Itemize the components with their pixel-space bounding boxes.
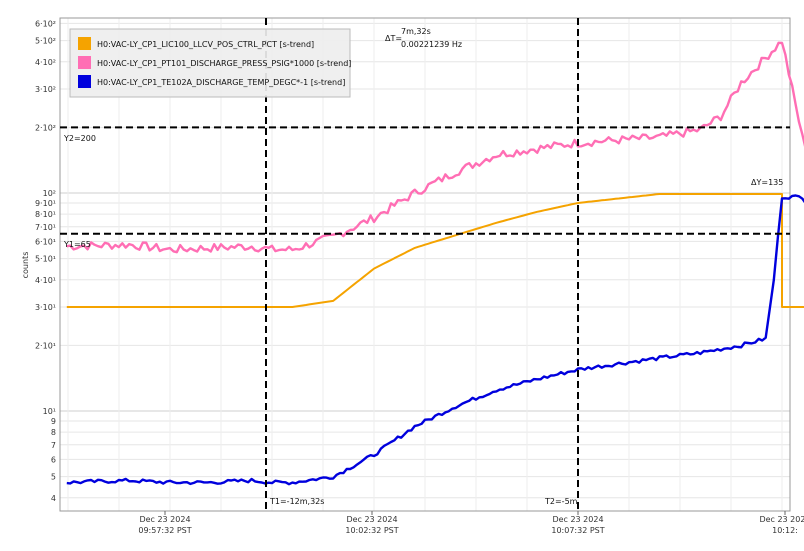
t2-cursor-label: T2=-5m (544, 497, 578, 506)
y-tick-label: 7·10¹ (35, 223, 56, 232)
legend-swatch-blue (78, 75, 91, 88)
x-tick-date: Dec 23 2024 (346, 515, 397, 524)
x-tick-time: 10:07:32 PST (551, 526, 604, 535)
y-tick-label: 7 (51, 441, 56, 450)
y-tick-label: 8 (51, 428, 56, 437)
legend-label-te102a: H0:VAC-LY_CP1_TE102A_DISCHARGE_TEMP_DEGC… (97, 78, 345, 87)
grid-lines (60, 18, 790, 511)
series-line-lic100-orange (66, 193, 804, 308)
x-tick-time: 09:57:32 PST (138, 526, 191, 535)
legend-label-lic100: H0:VAC-LY_CP1_LIC100_LLCV_POS_CTRL_PCT [… (97, 40, 314, 49)
delta-t-prefix: ΔT= (385, 34, 402, 43)
y-tick-label: 5 (51, 473, 56, 482)
x-tick-date: Dec 23 2024 (139, 515, 190, 524)
series-layer (66, 41, 804, 486)
plot-frame (59, 17, 791, 512)
y2-cursor-label: Y2=200 (63, 134, 96, 143)
legend-box (69, 28, 351, 98)
x-tick-date: Dec 23 2024 (759, 515, 804, 524)
y-tick-label: 4·10² (35, 58, 56, 67)
series-line-te102a-blue (66, 194, 804, 486)
y-tick-label: 2·10¹ (35, 341, 56, 350)
y-tick-label: 3·10² (35, 85, 56, 94)
legend-label-pt101: H0:VAC-LY_CP1_PT101_DISCHARGE_PRESS_PSIG… (97, 59, 351, 68)
y-tick-label: 6 (51, 455, 56, 464)
x-axis-ticks: Dec 23 2024 09:57:32 PST Dec 23 2024 10:02:… (138, 511, 804, 535)
y-tick-label: 3·10¹ (35, 303, 56, 312)
legend-swatch-orange (78, 37, 91, 50)
delta-t-frequency: 0.00221239 Hz (401, 40, 462, 49)
y-tick-label: 9·10¹ (35, 199, 56, 208)
y-tick-label: 5·10¹ (35, 255, 56, 264)
y-axis-label: counts (21, 252, 30, 279)
y-tick-label: 4·10¹ (35, 276, 56, 285)
t1-cursor-label: T1=-12m,32s (269, 497, 324, 506)
x-tick-date: Dec 23 2024 (552, 515, 603, 524)
legend-swatch-pink (78, 56, 91, 69)
legend: H0:VAC-LY_CP1_LIC100_LLCV_POS_CTRL_PCT [… (69, 28, 351, 98)
x-tick-time: 10:12: (772, 526, 798, 535)
y-tick-label: 6·10¹ (35, 237, 56, 246)
y-tick-label: 6·10² (35, 19, 56, 28)
y-tick-label: 8·10¹ (35, 210, 56, 219)
series-line-pt101-pink (66, 41, 804, 254)
cursor-layer[interactable] (60, 18, 790, 511)
y1-cursor-label: Y1=65 (63, 240, 91, 249)
y-tick-label: 10¹ (43, 407, 56, 416)
y-tick-label: 9 (51, 417, 56, 426)
delta-t-value: 7m,32s (401, 27, 431, 36)
y-tick-label: 2·10² (35, 123, 56, 132)
y-tick-label: 5·10² (35, 37, 56, 46)
x-tick-time: 10:02:32 PST (345, 526, 398, 535)
delta-y-label: ΔY=135 (751, 178, 783, 187)
y-tick-label: 10² (43, 189, 56, 198)
y-tick-label: 4 (51, 494, 56, 503)
